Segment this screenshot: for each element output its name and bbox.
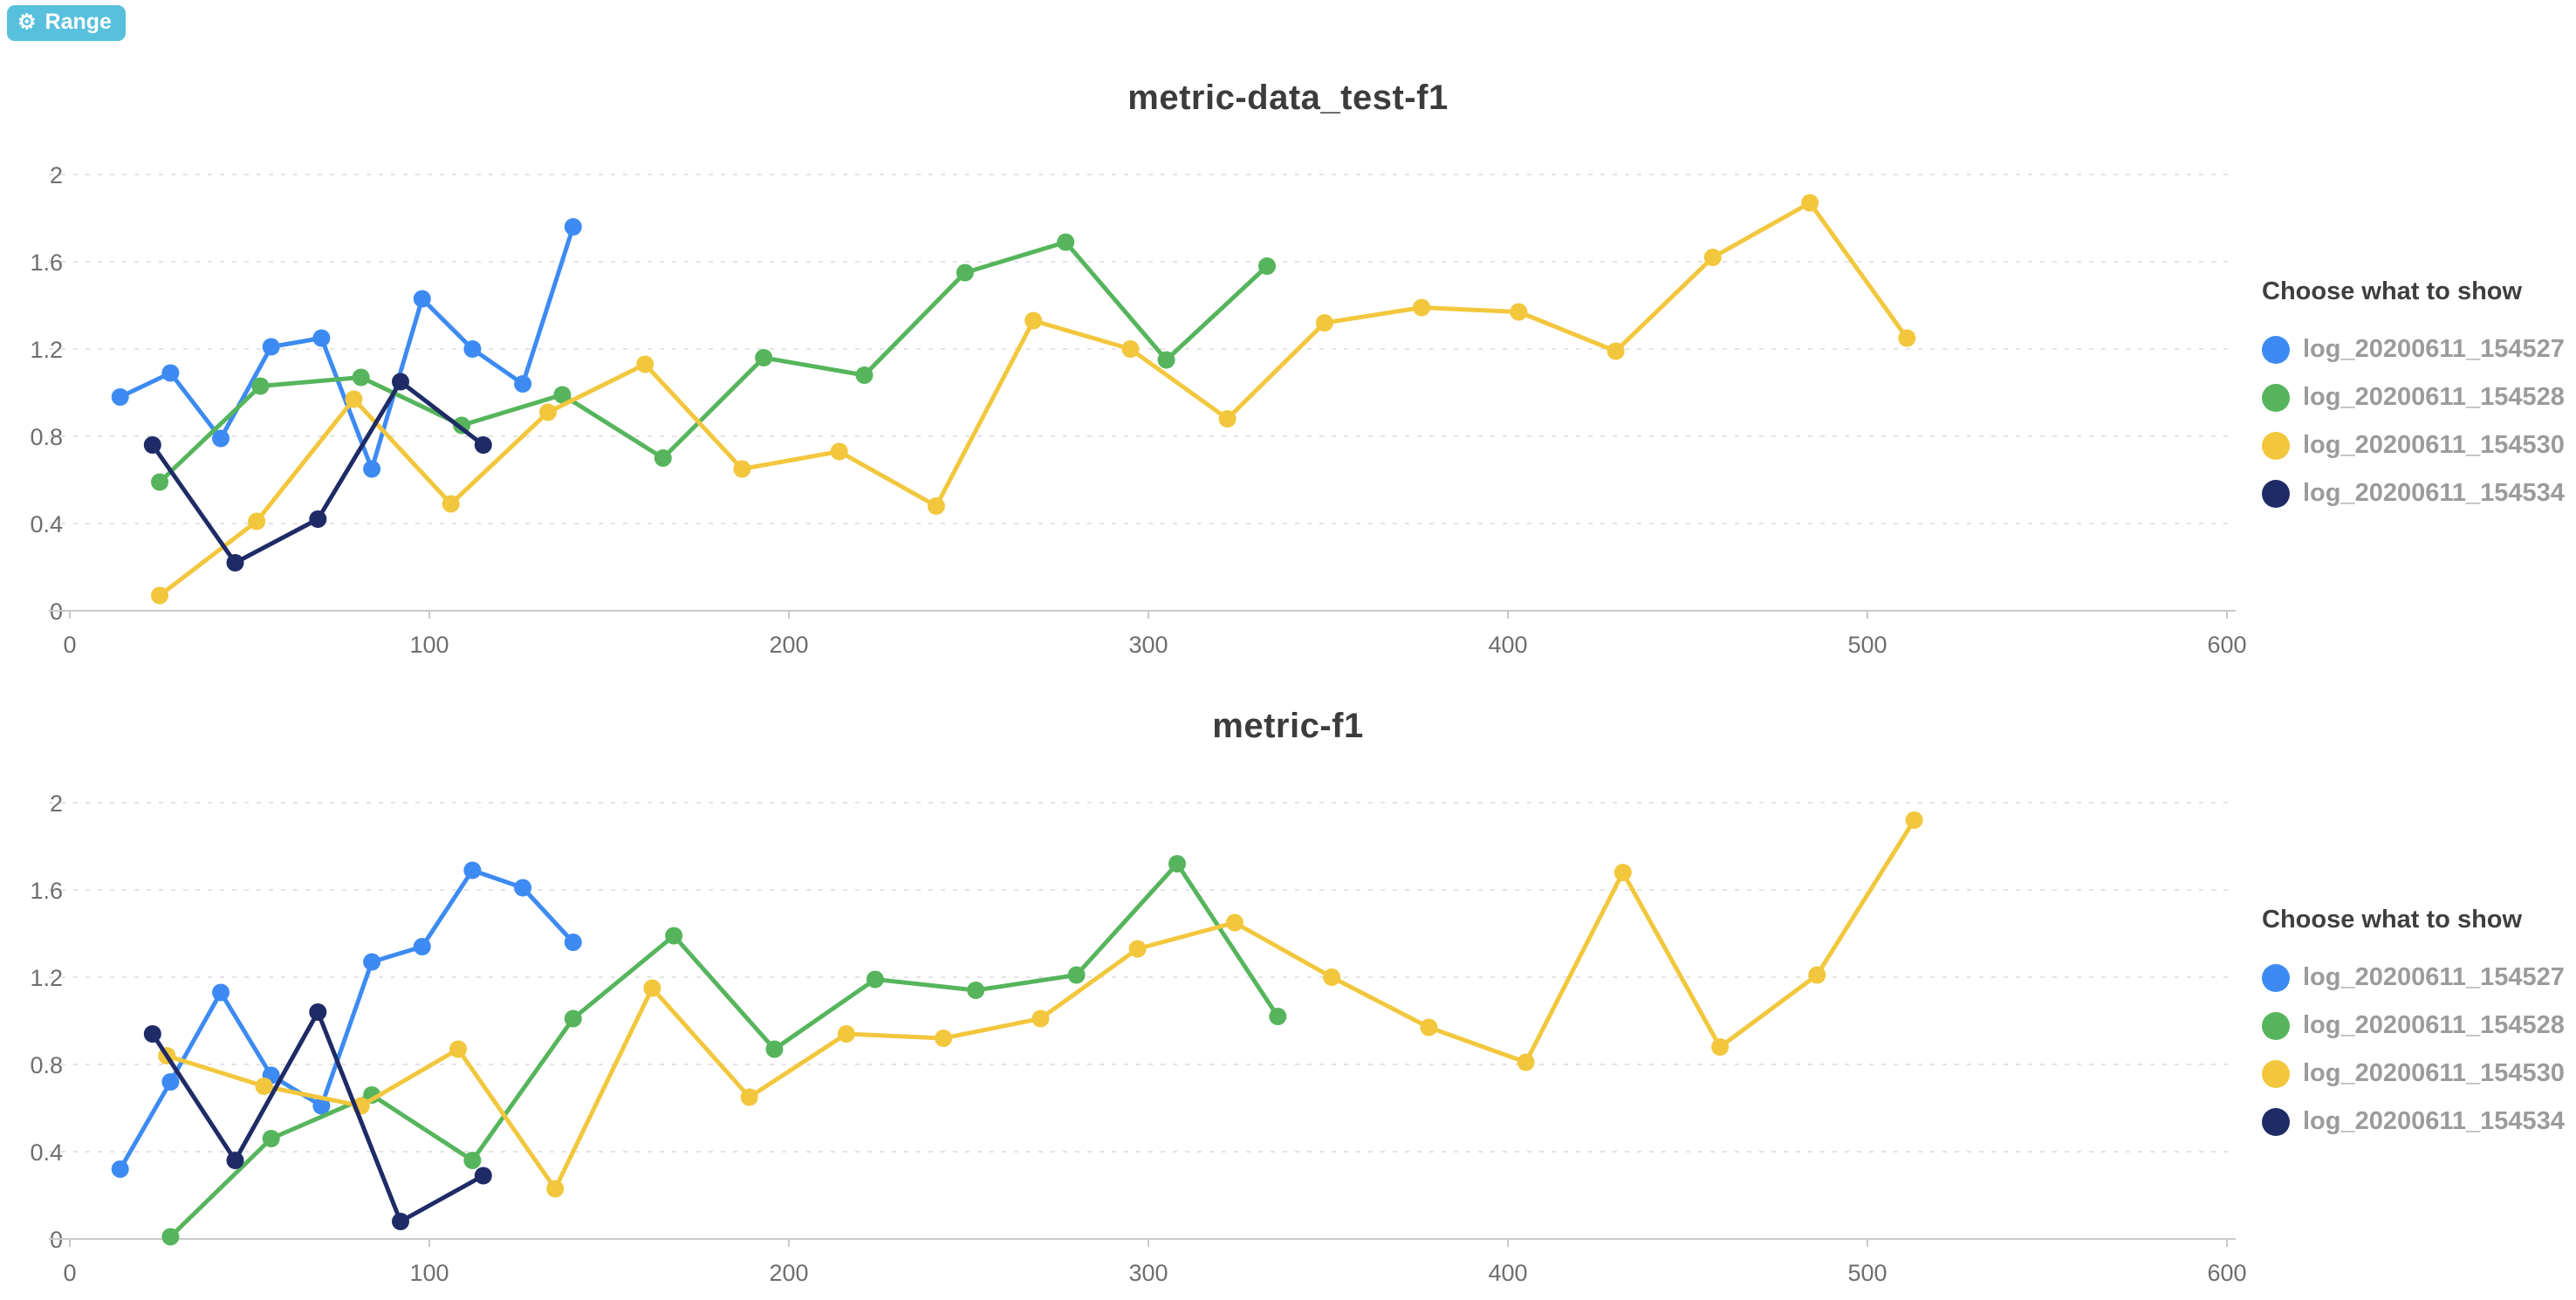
svg-text:500: 500 (1847, 632, 1887, 658)
legend-title: Choose what to show (2262, 277, 2523, 305)
series-color-dot-icon (2262, 431, 2290, 460)
svg-text:300: 300 (1128, 632, 1168, 658)
legend-item-label: log_20200611_154534 (2303, 479, 2565, 507)
legend-item-label: log_20200611_154528 (2303, 383, 2565, 411)
svg-text:0.4: 0.4 (30, 1139, 63, 1166)
legend-item-label: log_20200611_154527 (2303, 335, 2565, 363)
svg-text:1.2: 1.2 (30, 337, 63, 363)
svg-text:100: 100 (409, 1260, 449, 1286)
svg-text:0: 0 (63, 1260, 76, 1286)
svg-text:300: 300 (1128, 1260, 1168, 1286)
series-color-dot-icon (2262, 335, 2290, 364)
svg-text:0.8: 0.8 (30, 1052, 63, 1078)
chart-title-metric-f1: metric-f1 (1212, 707, 1364, 745)
legend-item-label: log_20200611_154534 (2303, 1107, 2565, 1135)
svg-text:100: 100 (409, 632, 449, 658)
legend-item-label: log_20200611_154530 (2303, 431, 2565, 459)
legend-item[interactable]: log_20200611_154534 (2262, 469, 2573, 517)
svg-text:400: 400 (1488, 632, 1527, 658)
svg-text:1.6: 1.6 (30, 250, 63, 276)
svg-text:1.2: 1.2 (30, 965, 63, 991)
svg-text:0.4: 0.4 (30, 511, 63, 537)
legend-item-label: log_20200611_154528 (2303, 1011, 2565, 1039)
legend-top-chart: Choose what to show log_20200611_154527 … (2262, 277, 2573, 517)
svg-text:0.8: 0.8 (30, 424, 63, 450)
svg-text:2: 2 (50, 790, 63, 817)
svg-text:600: 600 (2207, 632, 2246, 658)
legend-item[interactable]: log_20200611_154528 (2262, 373, 2573, 421)
svg-text:0: 0 (63, 632, 76, 658)
legend-item-label: log_20200611_154527 (2303, 963, 2565, 991)
chart-title-metric-data-test-f1: metric-data_test-f1 (1127, 79, 1449, 117)
svg-text:200: 200 (769, 632, 808, 658)
svg-text:400: 400 (1488, 1260, 1527, 1286)
series-color-dot-icon (2262, 1107, 2290, 1136)
series-color-dot-icon (2262, 1011, 2290, 1040)
legend-item[interactable]: log_20200611_154530 (2262, 421, 2573, 469)
gear-icon: ⚙ (17, 10, 37, 34)
range-button[interactable]: ⚙ Range (7, 5, 126, 41)
svg-text:2: 2 (50, 162, 63, 188)
svg-text:200: 200 (769, 1260, 808, 1286)
legend-item[interactable]: log_20200611_154530 (2262, 1050, 2573, 1098)
legend-item[interactable]: log_20200611_154527 (2262, 325, 2573, 373)
range-button-label: Range (45, 10, 112, 34)
series-color-dot-icon (2262, 1059, 2290, 1088)
svg-text:1.6: 1.6 (30, 878, 63, 904)
legend-bottom-chart: Choose what to show log_20200611_154527 … (2262, 906, 2573, 1146)
legend-title: Choose what to show (2262, 906, 2523, 934)
legend-item-label: log_20200611_154530 (2303, 1059, 2565, 1087)
legend-item[interactable]: log_20200611_154527 (2262, 954, 2573, 1002)
svg-text:600: 600 (2207, 1260, 2246, 1286)
series-color-dot-icon (2262, 383, 2290, 412)
svg-text:500: 500 (1847, 1260, 1887, 1286)
series-color-dot-icon (2262, 479, 2290, 508)
legend-item[interactable]: log_20200611_154528 (2262, 1002, 2573, 1050)
series-color-dot-icon (2262, 963, 2290, 992)
legend-item[interactable]: log_20200611_154534 (2262, 1098, 2573, 1146)
